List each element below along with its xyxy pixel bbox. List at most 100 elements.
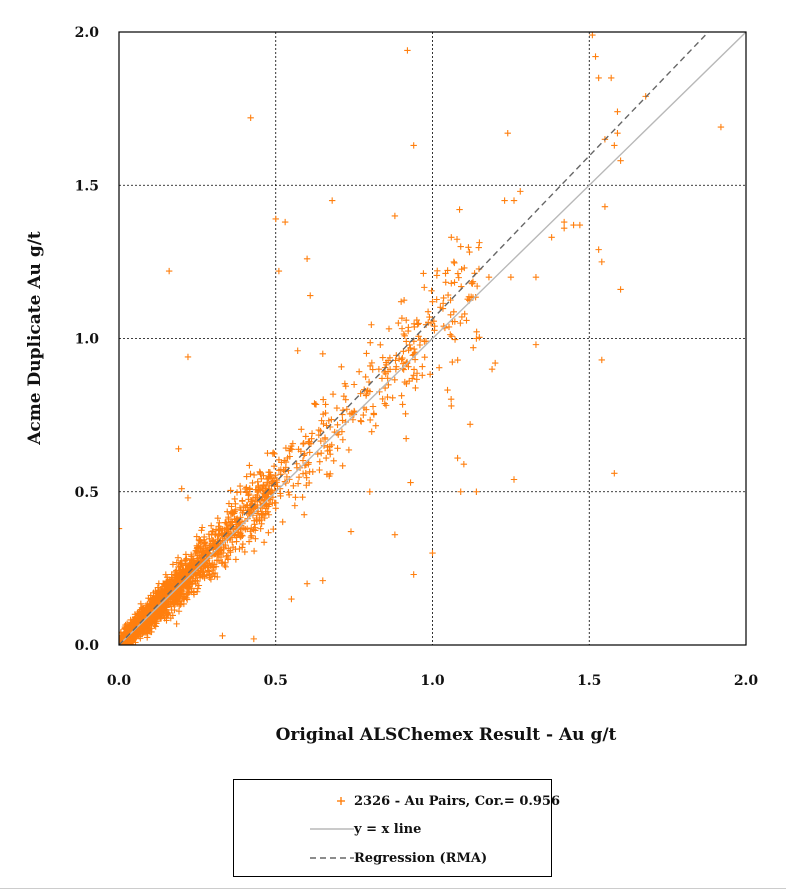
data-point bbox=[413, 370, 421, 377]
data-point bbox=[146, 626, 153, 633]
data-point bbox=[444, 386, 451, 394]
data-point bbox=[265, 529, 272, 536]
data-point bbox=[288, 595, 295, 603]
data-point bbox=[213, 557, 221, 564]
data-point bbox=[216, 519, 223, 527]
legend-label-pairs: 2326 - Au Pairs, Cor.= 0.956 bbox=[354, 793, 561, 809]
data-point bbox=[157, 587, 165, 594]
data-point bbox=[173, 620, 180, 628]
data-point bbox=[194, 585, 202, 592]
data-point bbox=[141, 619, 149, 627]
data-point bbox=[168, 594, 176, 601]
data-point bbox=[272, 505, 279, 512]
data-point bbox=[282, 458, 290, 466]
data-point bbox=[227, 549, 234, 556]
legend: 2326 - Au Pairs, Cor.= 0.956 y = x line … bbox=[233, 779, 560, 877]
data-point bbox=[450, 308, 457, 316]
data-point bbox=[260, 539, 268, 546]
data-point bbox=[339, 417, 346, 424]
data-point bbox=[424, 308, 432, 315]
data-point bbox=[168, 571, 175, 578]
data-point bbox=[401, 332, 408, 340]
data-point bbox=[299, 470, 307, 477]
data-point bbox=[219, 632, 226, 640]
data-point bbox=[368, 321, 375, 328]
data-point bbox=[229, 543, 237, 551]
data-point bbox=[236, 530, 244, 538]
data-point bbox=[414, 321, 421, 328]
data-point bbox=[270, 462, 278, 470]
data-point bbox=[178, 561, 186, 568]
data-point bbox=[598, 258, 605, 266]
data-point bbox=[470, 344, 477, 351]
data-point bbox=[190, 557, 197, 564]
data-point bbox=[254, 478, 261, 485]
data-point bbox=[411, 356, 419, 363]
data-point bbox=[429, 549, 436, 557]
data-point bbox=[406, 377, 413, 385]
data-point bbox=[272, 215, 279, 223]
data-point bbox=[160, 612, 167, 619]
data-point bbox=[327, 450, 334, 458]
data-point bbox=[451, 336, 459, 343]
solid-line-icon bbox=[310, 828, 356, 830]
data-point bbox=[309, 468, 316, 476]
data-point bbox=[318, 417, 325, 424]
data-point bbox=[338, 428, 346, 435]
data-point bbox=[363, 350, 370, 357]
x-tick-label: 0.0 bbox=[107, 673, 132, 689]
data-point bbox=[175, 445, 182, 453]
data-point bbox=[475, 244, 482, 251]
data-point bbox=[305, 438, 312, 446]
data-point bbox=[342, 383, 349, 390]
data-point bbox=[285, 491, 293, 499]
data-point bbox=[185, 586, 193, 593]
data-point bbox=[595, 246, 602, 253]
data-point bbox=[209, 527, 217, 535]
data-point bbox=[448, 280, 455, 287]
data-point bbox=[450, 258, 458, 266]
data-point bbox=[329, 390, 337, 398]
data-point bbox=[252, 524, 259, 531]
data-point bbox=[250, 635, 258, 643]
data-point bbox=[447, 311, 454, 319]
data-point bbox=[433, 296, 440, 303]
data-point bbox=[204, 546, 211, 554]
data-point bbox=[194, 544, 201, 551]
data-point bbox=[378, 375, 386, 382]
data-point bbox=[198, 548, 205, 555]
data-point bbox=[576, 221, 584, 229]
data-point bbox=[248, 532, 255, 539]
data-point bbox=[232, 519, 240, 526]
data-point bbox=[233, 534, 240, 541]
data-point bbox=[303, 255, 311, 263]
data-point bbox=[195, 542, 202, 550]
data-point bbox=[197, 568, 205, 575]
data-point bbox=[328, 197, 336, 204]
data-point bbox=[204, 564, 211, 571]
data-point bbox=[129, 638, 136, 645]
legend-item-pairs: 2326 - Au Pairs, Cor.= 0.956 bbox=[234, 790, 560, 812]
data-point bbox=[171, 606, 178, 614]
data-point bbox=[263, 494, 270, 501]
data-point bbox=[347, 528, 355, 535]
data-point bbox=[193, 533, 200, 540]
data-point bbox=[247, 534, 255, 541]
data-point bbox=[333, 404, 341, 412]
data-point bbox=[488, 365, 496, 373]
data-point bbox=[308, 435, 315, 442]
data-point bbox=[372, 422, 379, 429]
data-point bbox=[270, 525, 277, 533]
data-point bbox=[143, 604, 151, 611]
data-point bbox=[137, 635, 144, 642]
data-point bbox=[300, 511, 308, 518]
legend-label-regression: Regression (RMA) bbox=[354, 850, 488, 866]
data-point bbox=[469, 280, 476, 287]
data-point bbox=[447, 395, 455, 403]
data-point bbox=[292, 494, 299, 501]
data-point bbox=[142, 608, 149, 615]
data-point bbox=[560, 224, 568, 232]
data-point bbox=[239, 509, 246, 517]
data-point bbox=[403, 338, 410, 345]
data-point bbox=[247, 498, 255, 505]
